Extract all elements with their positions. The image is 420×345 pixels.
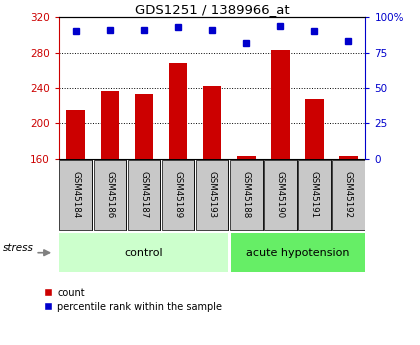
Text: GSM45190: GSM45190 — [276, 171, 285, 218]
Bar — [134, 94, 153, 159]
Bar — [162, 160, 194, 230]
Bar — [305, 99, 324, 159]
Text: GSM45188: GSM45188 — [241, 171, 251, 218]
Bar — [203, 86, 221, 159]
Text: GSM45186: GSM45186 — [105, 171, 114, 218]
Text: GSM45184: GSM45184 — [71, 171, 80, 218]
Legend: count, percentile rank within the sample: count, percentile rank within the sample — [43, 288, 222, 312]
Bar — [60, 233, 228, 272]
Bar — [237, 156, 255, 159]
Title: GDS1251 / 1389966_at: GDS1251 / 1389966_at — [135, 3, 289, 16]
Bar — [60, 160, 92, 230]
Bar — [264, 160, 297, 230]
Bar — [66, 110, 85, 159]
Text: stress: stress — [3, 244, 34, 253]
Text: GSM45187: GSM45187 — [139, 171, 148, 218]
Bar — [271, 50, 290, 159]
Text: control: control — [125, 248, 163, 258]
Bar — [231, 233, 365, 272]
Bar — [169, 63, 187, 159]
Text: GSM45193: GSM45193 — [207, 171, 217, 218]
Bar — [298, 160, 331, 230]
Bar — [339, 156, 358, 159]
Text: GSM45189: GSM45189 — [173, 171, 183, 218]
Text: GSM45192: GSM45192 — [344, 171, 353, 218]
Bar — [94, 160, 126, 230]
Bar — [230, 160, 262, 230]
Bar — [196, 160, 228, 230]
Bar — [100, 91, 119, 159]
Text: acute hypotension: acute hypotension — [246, 248, 350, 258]
Bar — [128, 160, 160, 230]
Bar — [332, 160, 365, 230]
Text: GSM45191: GSM45191 — [310, 171, 319, 218]
